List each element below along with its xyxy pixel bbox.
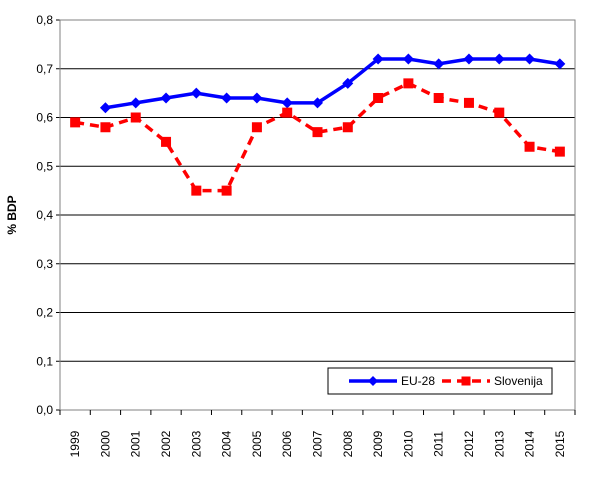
x-tick-label: 2005 [250,430,264,457]
x-tick-label: 2014 [523,430,537,457]
data-point [554,58,566,70]
y-axis-title: % BDP [5,195,19,234]
x-tick-label: 2015 [553,430,567,457]
x-tick-label: 2008 [341,430,355,457]
data-point [433,93,444,103]
x-tick-label: 2003 [189,430,203,457]
data-point [99,102,111,114]
data-point [251,92,263,104]
data-point [190,87,202,99]
data-point [373,93,384,103]
x-axis-tick-labels: 1999 2000 2001 2002 2003 2004 2005 2006 2007 2008… [59,410,576,457]
legend-marker [368,376,378,386]
y-tick-label: 0,3 [36,257,53,271]
data-point [160,92,172,104]
legend-marker [461,376,471,386]
data-point [282,107,293,118]
x-tick-label: 2011 [432,431,446,457]
data-point [494,107,505,118]
data-point [493,53,505,65]
data-point [403,78,414,89]
y-tick-label: 0,6 [36,111,53,125]
data-point [70,117,81,128]
x-tick-label: 2012 [462,430,476,457]
data-point [312,127,323,138]
x-tick-label: 2001 [129,430,143,457]
y-axis-tick-labels: 0,0 0,1 0,2 0,3 0,4 0,5 0,6 0,7 0,8 [36,13,53,417]
gridlines [56,19,575,411]
x-tick-label: 2000 [98,430,112,457]
y-tick-label: 0,2 [36,306,53,320]
legend-label: EU-28 [401,374,435,388]
series-slovenija [70,78,565,196]
data-point [130,97,142,109]
data-point [554,146,565,157]
data-point [463,97,474,108]
x-tick-label: 2009 [371,430,385,457]
data-point [524,53,536,65]
y-tick-label: 0,8 [36,13,53,27]
x-tick-label: 1999 [68,430,82,457]
data-point [524,141,535,152]
data-point [342,122,353,133]
x-tick-label: 2006 [280,430,294,457]
x-tick-label: 2007 [311,430,325,457]
plot-area-border [59,19,576,411]
data-point [463,53,475,65]
y-tick-label: 0,0 [36,403,53,417]
data-point [221,92,233,104]
series-eu-28 [99,53,566,114]
data-point [281,97,293,109]
x-tick-label: 2004 [220,430,234,457]
data-point [342,77,354,89]
y-tick-label: 0,1 [36,354,53,368]
data-point [433,58,445,70]
y-tick-label: 0,4 [36,208,53,222]
y-tick-label: 0,7 [36,62,53,76]
series-line [105,57,561,110]
legend: EU-28 Slovenija [327,367,553,395]
data-point [130,112,141,123]
legend-label: Slovenija [494,374,543,388]
data-point [251,122,262,133]
y-tick-label: 0,5 [36,159,53,173]
series-line [74,81,561,193]
data-point [191,185,202,196]
data-point [161,136,172,147]
data-point [100,122,111,133]
x-tick-label: 2010 [401,430,415,457]
x-tick-label: 2002 [159,430,173,457]
x-tick-label: 2013 [492,430,506,457]
series-layer [70,53,566,196]
data-point [372,53,384,65]
data-point [312,97,323,109]
data-point [402,53,414,65]
data-point [221,185,232,196]
